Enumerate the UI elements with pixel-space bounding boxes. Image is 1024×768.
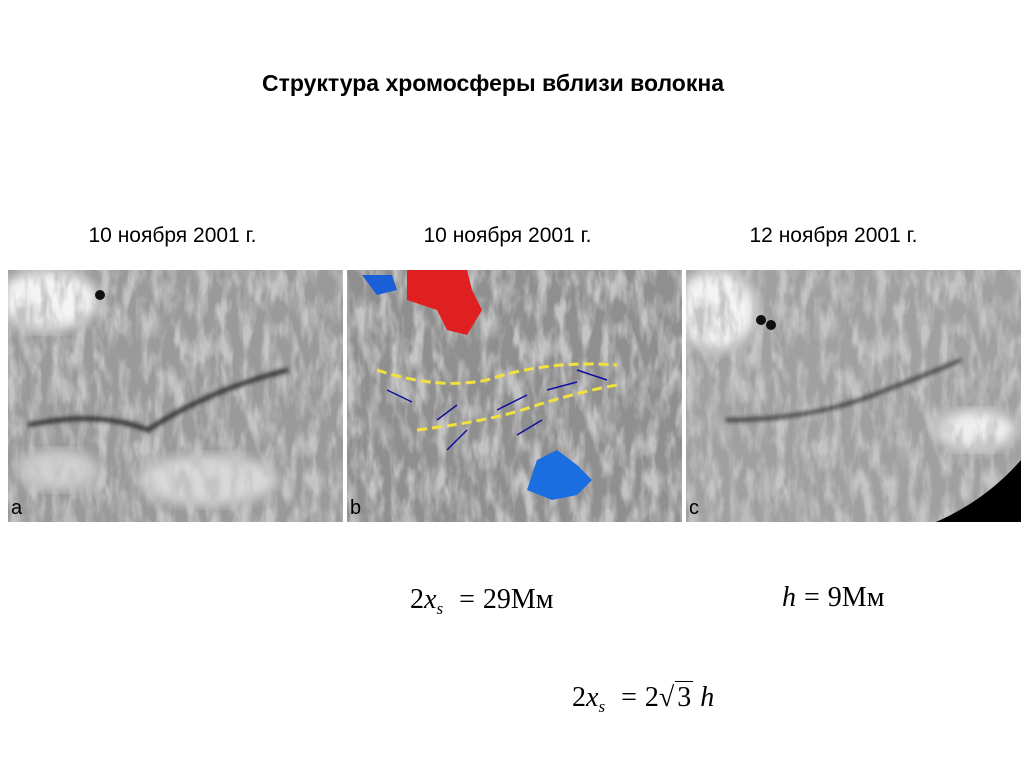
arrow [436, 404, 458, 421]
arrow [576, 369, 608, 381]
subscript: s [436, 599, 444, 618]
variable: h [700, 682, 715, 713]
panel-letter: a [11, 497, 23, 519]
rhs-coef: 2 [644, 682, 659, 713]
arrow [546, 381, 578, 391]
panel-letter: c [689, 497, 699, 519]
date-label: 10 ноября 2001 г. [423, 224, 592, 247]
blue-region [527, 450, 592, 500]
radicand: 3 [675, 681, 694, 713]
fibrils [347, 270, 682, 522]
dashed-line [376, 362, 618, 385]
filament [725, 358, 962, 422]
coef: 2 [410, 584, 424, 615]
equals: = [804, 582, 820, 613]
date-label: 12 ноября 2001 г. [749, 224, 918, 247]
arrows [386, 369, 608, 451]
formula: h = 9Мм [782, 582, 884, 614]
image-panel: c [676, 270, 1021, 522]
subscript: s [598, 697, 606, 716]
solar-image [347, 270, 682, 522]
blue-region [362, 275, 397, 295]
equals: = [459, 584, 475, 615]
arrow [446, 429, 468, 451]
fibrils [686, 270, 1021, 522]
solar-image [676, 270, 1021, 522]
arrow [386, 389, 413, 403]
panel-letter: b [350, 497, 362, 519]
dashed-line [416, 383, 618, 432]
limb [936, 460, 1021, 522]
sunspot [95, 290, 105, 300]
solar-image [0, 270, 343, 522]
formula: 2xs = 29Мм [410, 584, 553, 619]
arrow [516, 419, 543, 436]
sunspot [766, 320, 776, 330]
rhs: 9Мм [827, 582, 885, 613]
image-panel: b [347, 270, 682, 522]
rhs: 29Мм [482, 584, 554, 615]
date-label: 10 ноября 2001 г. [88, 224, 257, 247]
arrow [496, 394, 528, 411]
fibrils [8, 270, 343, 522]
image-panel: a [0, 270, 343, 522]
coef: 2 [572, 682, 586, 713]
sunspot [756, 315, 766, 325]
formula: 2xs = 2√ 3 h [572, 681, 715, 717]
slide-title: Структура хромосферы вблизи волокна [261, 70, 725, 96]
filament [27, 368, 289, 433]
variable: x [586, 682, 599, 713]
red-region [407, 270, 482, 335]
equals: = [621, 682, 637, 713]
variable: x [424, 584, 437, 615]
radical-sign: √ [658, 682, 675, 713]
variable: h [782, 582, 796, 613]
